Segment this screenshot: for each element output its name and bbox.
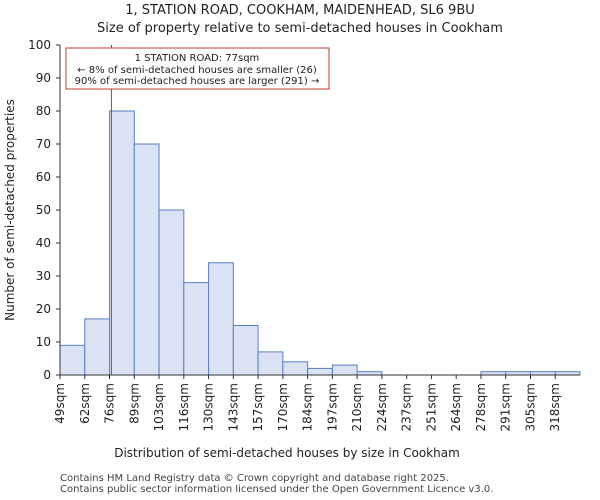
annotation-line-2: ← 8% of semi-detached houses are smaller… xyxy=(77,65,317,76)
x-tick-label: 170sqm xyxy=(276,383,290,431)
x-tick-label: 157sqm xyxy=(251,383,265,431)
x-tick-label: 116sqm xyxy=(177,383,191,431)
y-tick-label: 90 xyxy=(36,71,51,85)
bar-116sqm xyxy=(183,282,210,376)
y-tick-label: 50 xyxy=(36,203,51,217)
y-tick-label: 40 xyxy=(36,236,51,250)
y-tick-label: 30 xyxy=(36,269,51,283)
y-tick-label: 70 xyxy=(36,137,51,151)
bar-49sqm xyxy=(59,344,86,376)
y-axis-label: Number of semi-detached properties xyxy=(3,99,17,321)
x-tick-label: 89sqm xyxy=(127,383,141,424)
x-axis: 49sqm 62sqm 76sqm 89sqm 103sqm 116sqm 130sqm 14… xyxy=(53,374,580,431)
annotation-line-3: 90% of semi-detached houses are larger (… xyxy=(75,76,320,87)
footer-line-2: Contains public sector information licen… xyxy=(60,484,494,495)
x-tick-label: 62sqm xyxy=(78,383,92,424)
x-tick-label: 264sqm xyxy=(449,383,463,431)
bar-62sqm xyxy=(84,318,111,376)
annotation-border xyxy=(65,47,330,90)
y-axis: 0 10 20 30 40 50 60 70 80 90 100 xyxy=(28,38,61,382)
x-tick-label: 251sqm xyxy=(424,383,438,431)
annotation-box: 1 STATION ROAD: 77sqm ← 8% of semi-detac… xyxy=(65,47,330,90)
x-axis-label: Distribution of semi-detached houses by … xyxy=(114,446,460,460)
bar-197sqm xyxy=(331,364,358,376)
x-tick-label: 318sqm xyxy=(548,383,562,431)
y-tick-label: 100 xyxy=(28,38,51,52)
bar-89sqm xyxy=(133,143,160,376)
x-tick-label: 197sqm xyxy=(325,383,339,431)
x-tick-label: 49sqm xyxy=(53,383,67,424)
x-tick-label: 210sqm xyxy=(350,383,364,431)
x-tick-label: 291sqm xyxy=(499,383,513,431)
bars-group xyxy=(59,110,581,376)
bar-184sqm xyxy=(307,367,333,376)
x-tick-label: 278sqm xyxy=(474,383,488,431)
x-tick-label: 184sqm xyxy=(301,383,315,431)
x-tick-label: 130sqm xyxy=(202,383,216,431)
bar-170sqm xyxy=(282,361,309,376)
annotation-line-1: 1 STATION ROAD: 77sqm xyxy=(135,53,260,64)
y-tick-label: 10 xyxy=(36,335,51,349)
x-tick-label: 76sqm xyxy=(103,383,117,424)
bar-130sqm xyxy=(208,262,234,376)
footer-line-1: Contains HM Land Registry data © Crown c… xyxy=(60,473,449,484)
chart-subtitle: Size of property relative to semi-detach… xyxy=(97,21,503,36)
x-tick-label: 224sqm xyxy=(375,383,389,431)
y-tick-label: 0 xyxy=(43,368,51,382)
y-tick-label: 20 xyxy=(36,302,51,316)
bar-76sqm xyxy=(109,110,135,376)
x-tick-label: 305sqm xyxy=(523,383,537,431)
y-tick-label: 60 xyxy=(36,170,51,184)
x-tick-label: 143sqm xyxy=(226,383,240,431)
chart-title: 1, STATION ROAD, COOKHAM, MAIDENHEAD, SL… xyxy=(125,3,475,18)
x-tick-label: 237sqm xyxy=(400,383,414,431)
y-tick-label: 80 xyxy=(36,104,51,118)
x-tick-label: 103sqm xyxy=(152,383,166,431)
bar-103sqm xyxy=(158,209,185,376)
bar-143sqm xyxy=(232,325,259,376)
bar-157sqm xyxy=(257,351,284,376)
